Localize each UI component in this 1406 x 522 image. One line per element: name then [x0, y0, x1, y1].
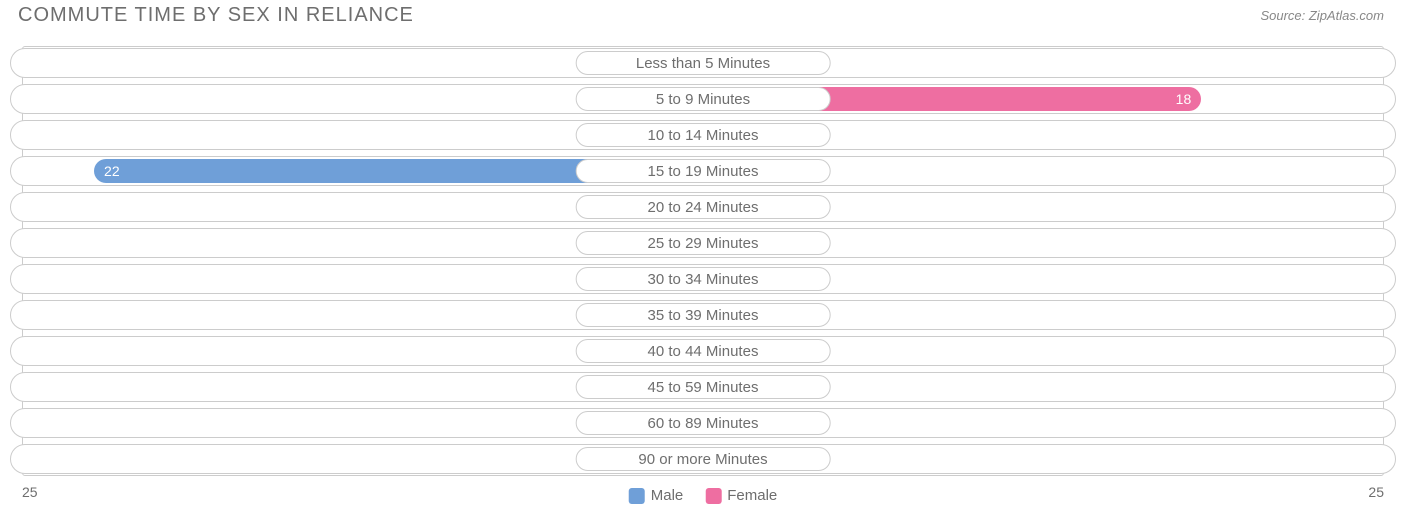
row-track: 0040 to 44 Minutes — [10, 336, 1396, 366]
row-track: 0060 to 89 Minutes — [10, 408, 1396, 438]
category-label: 45 to 59 Minutes — [576, 375, 831, 399]
category-label: 30 to 34 Minutes — [576, 267, 831, 291]
category-label: 40 to 44 Minutes — [576, 339, 831, 363]
row-track: 0025 to 29 Minutes — [10, 228, 1396, 258]
category-label: 10 to 14 Minutes — [576, 123, 831, 147]
category-label: 15 to 19 Minutes — [576, 159, 831, 183]
row-track: 0045 to 59 Minutes — [10, 372, 1396, 402]
row-track: 00Less than 5 Minutes — [10, 48, 1396, 78]
female-value: 18 — [1166, 91, 1202, 107]
category-label: 5 to 9 Minutes — [576, 87, 831, 111]
axis-max-left: 25 — [22, 484, 38, 500]
chart-footer: 25 25 Male Female — [22, 484, 1384, 514]
category-label: 60 to 89 Minutes — [576, 411, 831, 435]
axis-max-right: 25 — [1368, 484, 1384, 500]
chart-rows: 00Less than 5 Minutes180185 to 9 Minutes… — [10, 48, 1396, 474]
source-attribution: Source: ZipAtlas.com — [1260, 8, 1384, 23]
row-track: 0030 to 34 Minutes — [10, 264, 1396, 294]
row-track: 0035 to 39 Minutes — [10, 300, 1396, 330]
legend-label: Male — [651, 487, 684, 504]
category-label: 35 to 39 Minutes — [576, 303, 831, 327]
legend-label: Female — [727, 487, 777, 504]
category-label: 20 to 24 Minutes — [576, 195, 831, 219]
legend: Male Female — [629, 487, 778, 504]
male-value: 22 — [94, 163, 130, 179]
row-track: 0020 to 24 Minutes — [10, 192, 1396, 222]
legend-swatch — [629, 488, 645, 504]
row-track: 0010 to 14 Minutes — [10, 120, 1396, 150]
source-prefix: Source: — [1260, 8, 1308, 23]
chart-title: Commute Time by Sex in Reliance — [18, 4, 414, 27]
category-label: 25 to 29 Minutes — [576, 231, 831, 255]
row-track: 180185 to 9 Minutes — [10, 84, 1396, 114]
legend-item: Male — [629, 487, 684, 504]
header: Commute Time by Sex in Reliance Source: … — [0, 0, 1406, 32]
row-track: 2222015 to 19 Minutes — [10, 156, 1396, 186]
row-track: 0090 or more Minutes — [10, 444, 1396, 474]
source-name: ZipAtlas.com — [1309, 8, 1384, 23]
legend-item: Female — [705, 487, 777, 504]
category-label: Less than 5 Minutes — [576, 51, 831, 75]
category-label: 90 or more Minutes — [576, 447, 831, 471]
legend-swatch — [705, 488, 721, 504]
